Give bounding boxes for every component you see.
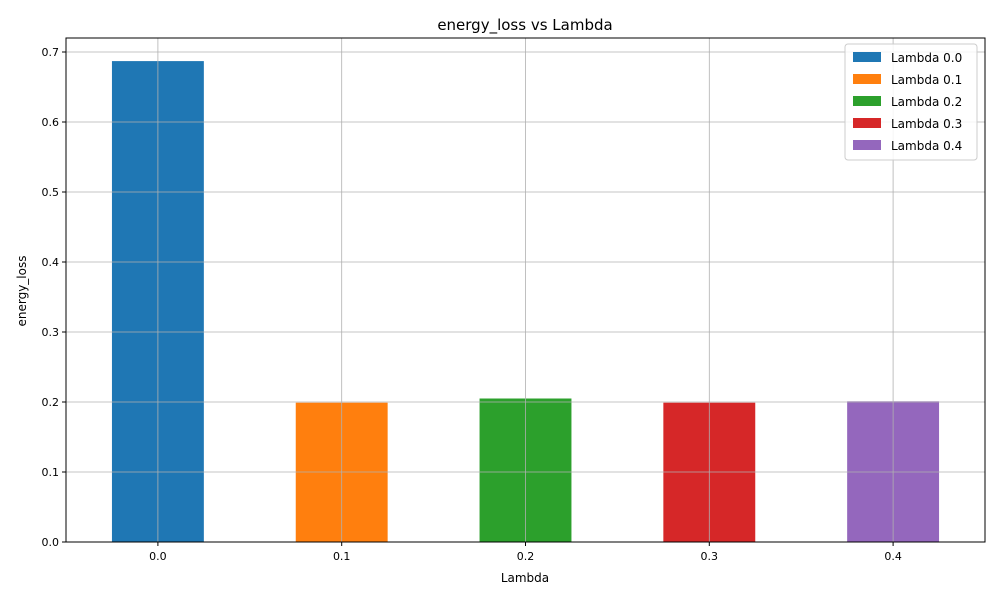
y-tick-label: 0.7: [42, 46, 60, 59]
chart-title: energy_loss vs Lambda: [437, 16, 612, 35]
y-tick-label: 0.2: [42, 396, 60, 409]
y-tick-label: 0.6: [42, 116, 60, 129]
y-tick-label: 0.3: [42, 326, 60, 339]
y-axis-label: energy_loss: [15, 256, 29, 327]
x-axis-label: Lambda: [501, 571, 549, 585]
legend-swatch-3: [853, 118, 881, 128]
legend-swatch-0: [853, 52, 881, 62]
legend-swatch-1: [853, 74, 881, 84]
x-tick-label: 0.4: [884, 550, 902, 563]
y-tick-label: 0.5: [42, 186, 60, 199]
legend-label: Lambda 0.2: [891, 95, 962, 109]
y-tick-label: 0.0: [42, 536, 60, 549]
legend-swatch-4: [853, 140, 881, 150]
x-tick-label: 0.2: [517, 550, 535, 563]
legend-box: [844, 43, 978, 161]
legend-label: Lambda 0.3: [891, 117, 962, 131]
x-tick-label: 0.1: [333, 550, 351, 563]
legend: Lambda 0.0 Lambda 0.1 Lambda 0.2 Lambda 0.3…: [844, 43, 978, 161]
legend-swatch-2: [853, 96, 881, 106]
x-tick-labels: 0.0 0.1 0.2 0.3 0.4: [149, 542, 902, 563]
legend-label: Lambda 0.1: [891, 73, 962, 87]
y-tick-label: 0.1: [42, 466, 60, 479]
legend-label: Lambda 0.0: [891, 51, 962, 65]
x-tick-label: 0.3: [701, 550, 719, 563]
legend-label: Lambda 0.4: [891, 139, 962, 153]
y-tick-label: 0.4: [42, 256, 60, 269]
y-tick-labels: 0.0 0.1 0.2 0.3 0.4 0.5 0.6 0.7: [42, 46, 66, 549]
x-tick-label: 0.0: [149, 550, 167, 563]
